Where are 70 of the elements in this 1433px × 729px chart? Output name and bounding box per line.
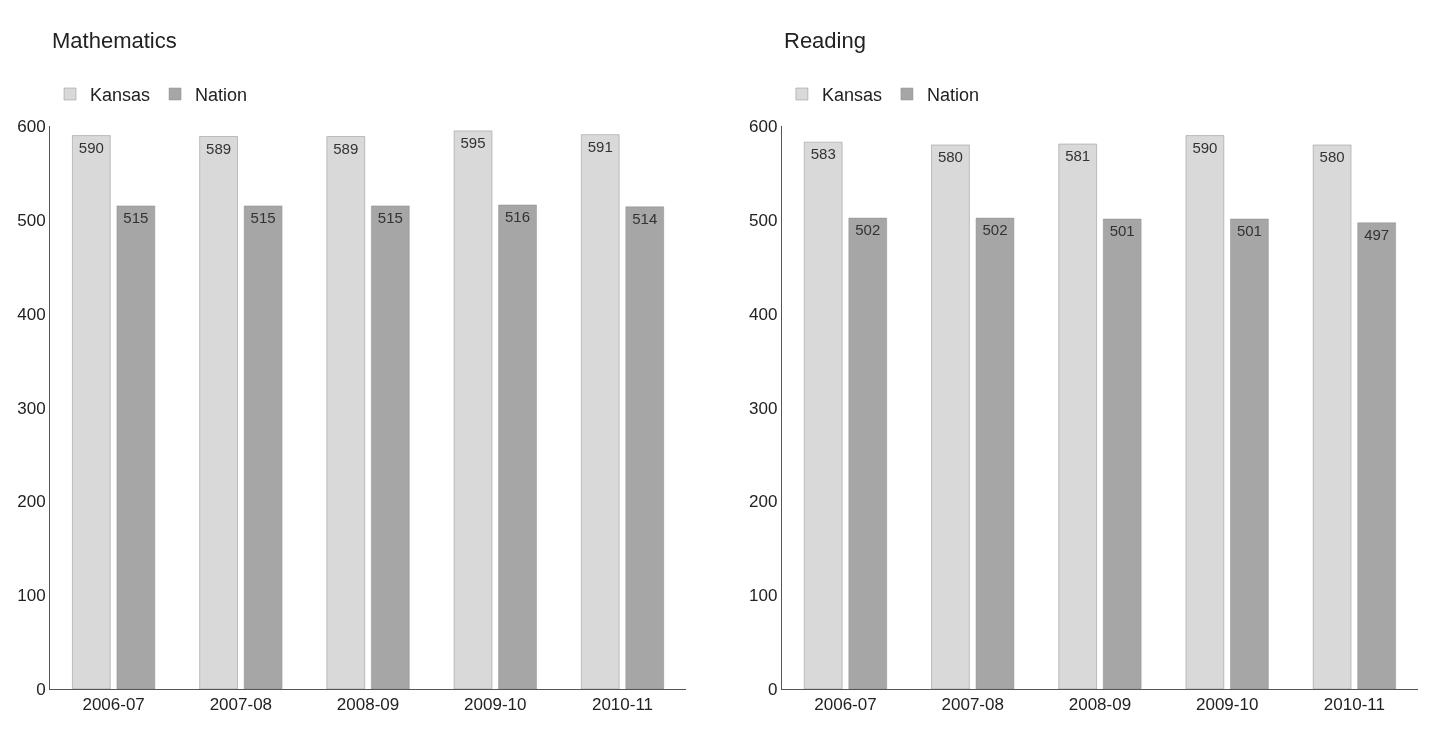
data-label: 583 bbox=[810, 145, 836, 163]
data-label: 590 bbox=[1192, 138, 1218, 156]
data-label: 581 bbox=[1065, 147, 1091, 165]
bar bbox=[581, 134, 620, 689]
x-tick-label: 2007-08 bbox=[941, 695, 1004, 715]
bar bbox=[199, 136, 238, 689]
data-label: 514 bbox=[632, 209, 658, 227]
bar bbox=[326, 136, 365, 689]
y-tick-label: 200 bbox=[17, 492, 46, 512]
data-label: 502 bbox=[855, 221, 881, 239]
y-tick-label: 0 bbox=[768, 679, 778, 699]
bar bbox=[931, 144, 970, 689]
data-label: 516 bbox=[505, 207, 531, 225]
x-tick-label: 2010-11 bbox=[1323, 695, 1385, 715]
y-tick-label: 300 bbox=[17, 398, 46, 418]
data-label: 501 bbox=[1109, 222, 1135, 240]
bar bbox=[1058, 143, 1097, 689]
data-label: 589 bbox=[333, 139, 359, 157]
bar bbox=[1103, 218, 1142, 689]
bar bbox=[1230, 218, 1269, 689]
data-label: 580 bbox=[937, 147, 963, 165]
bar bbox=[498, 204, 537, 689]
bar bbox=[848, 217, 887, 689]
y-tick-label: 400 bbox=[749, 304, 778, 324]
y-tick-label: 300 bbox=[749, 398, 778, 418]
y-tick-label: 400 bbox=[17, 304, 46, 324]
legend-label: Nation bbox=[926, 85, 979, 106]
bar bbox=[116, 205, 156, 689]
data-label: 591 bbox=[587, 137, 613, 155]
data-label: 595 bbox=[460, 133, 486, 151]
bar bbox=[804, 141, 843, 689]
y-tick-label: 200 bbox=[749, 492, 778, 512]
data-label: 589 bbox=[206, 139, 232, 157]
data-label: 515 bbox=[123, 208, 149, 226]
legend-label: Kansas bbox=[90, 85, 151, 106]
bar bbox=[243, 205, 283, 689]
y-tick-label: 100 bbox=[17, 586, 46, 606]
data-label: 497 bbox=[1364, 225, 1390, 243]
y-tick-label: 600 bbox=[17, 117, 46, 137]
data-label: 515 bbox=[377, 208, 403, 226]
x-tick-label: 2009-10 bbox=[464, 695, 527, 715]
y-tick-label: 600 bbox=[749, 117, 778, 137]
y-tick-label: 0 bbox=[36, 679, 46, 699]
bar bbox=[625, 206, 664, 689]
x-tick-label: 2007-08 bbox=[209, 695, 273, 715]
x-tick-label: 2008-09 bbox=[1068, 695, 1132, 715]
bar bbox=[975, 217, 1015, 689]
chart-title: Reading bbox=[784, 28, 866, 53]
x-tick-label: 2010-11 bbox=[591, 695, 654, 715]
x-tick-label: 2006-07 bbox=[814, 695, 877, 715]
data-label: 590 bbox=[78, 138, 104, 156]
y-tick-label: 500 bbox=[749, 210, 778, 230]
x-tick-label: 2008-09 bbox=[336, 695, 400, 715]
bar bbox=[371, 205, 410, 689]
bar bbox=[453, 130, 493, 689]
bar bbox=[1185, 135, 1225, 689]
data-label: 515 bbox=[250, 208, 276, 226]
chart-title: Mathematics bbox=[52, 28, 177, 53]
bar bbox=[1312, 144, 1352, 689]
x-tick-label: 2009-10 bbox=[1195, 695, 1259, 715]
y-tick-label: 500 bbox=[17, 210, 46, 230]
legend-label: Nation bbox=[195, 85, 248, 106]
data-label: 501 bbox=[1236, 222, 1262, 240]
bar bbox=[72, 135, 111, 689]
legend-label: Kansas bbox=[821, 85, 882, 106]
bar bbox=[1357, 222, 1396, 689]
y-tick-label: 100 bbox=[749, 586, 778, 606]
data-label: 580 bbox=[1319, 147, 1345, 165]
data-label: 502 bbox=[982, 221, 1008, 239]
x-tick-label: 2006-07 bbox=[82, 695, 145, 715]
